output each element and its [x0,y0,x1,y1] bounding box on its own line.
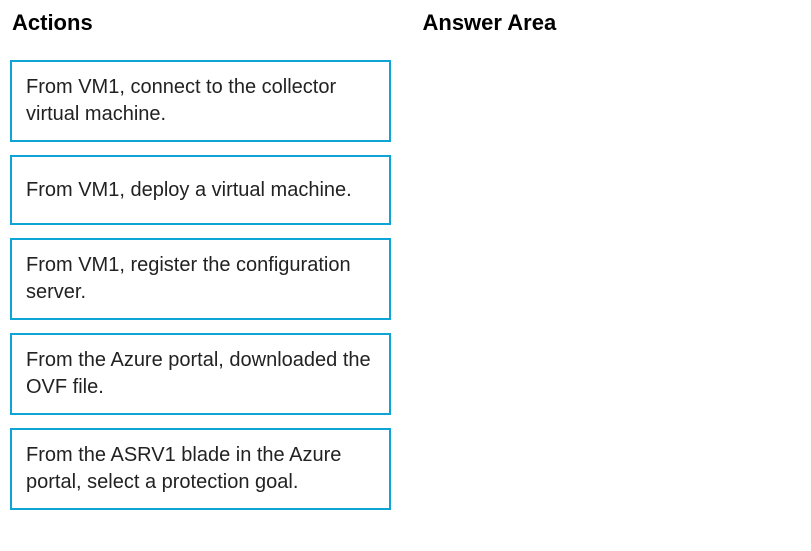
action-item-label: From VM1, register the configuration ser… [26,252,375,306]
answer-area-heading: Answer Area [421,10,802,36]
action-item[interactable]: From the Azure portal, downloaded the OV… [10,333,391,415]
action-item-label: From VM1, deploy a virtual machine. [26,177,352,204]
actions-heading: Actions [10,10,391,36]
action-item[interactable]: From VM1, deploy a virtual machine. [10,155,391,225]
answer-column: Answer Area [421,10,802,510]
action-item-label: From VM1, connect to the collector virtu… [26,74,375,128]
actions-list: From VM1, connect to the collector virtu… [10,60,391,510]
answer-dropzone[interactable] [421,60,802,510]
action-item[interactable]: From VM1, connect to the collector virtu… [10,60,391,142]
action-item-label: From the ASRV1 blade in the Azure portal… [26,442,375,496]
action-item-label: From the Azure portal, downloaded the OV… [26,347,375,401]
layout-container: Actions From VM1, connect to the collect… [10,10,801,510]
action-item[interactable]: From VM1, register the configuration ser… [10,238,391,320]
actions-column: Actions From VM1, connect to the collect… [10,10,391,510]
action-item[interactable]: From the ASRV1 blade in the Azure portal… [10,428,391,510]
